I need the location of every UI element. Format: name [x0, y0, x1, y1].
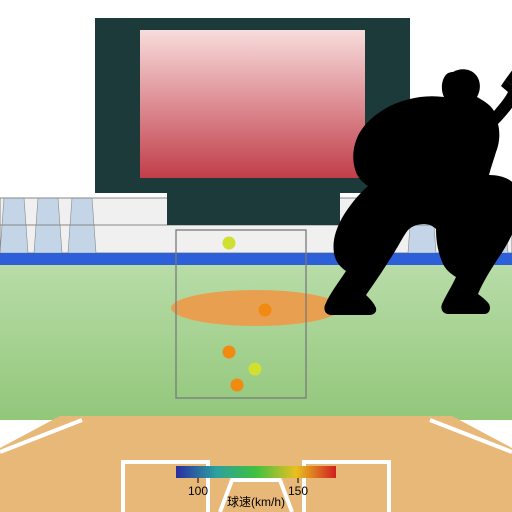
pitch-marker: [249, 363, 262, 376]
pitchers-mound: [171, 290, 341, 326]
legend-label: 球速(km/h): [227, 495, 285, 509]
scoreboard-pedestal: [167, 193, 340, 225]
pitch-location-chart: 100 150 球速(km/h): [0, 0, 512, 512]
outfield-grass: [0, 265, 512, 420]
legend-colorbar: [176, 466, 336, 478]
pitch-marker: [223, 346, 236, 359]
pitch-marker: [259, 304, 272, 317]
legend-tick-label: 100: [188, 484, 208, 498]
scoreboard-screen: [140, 30, 365, 178]
outfield-wall: [0, 253, 512, 265]
legend-tick-label: 150: [288, 484, 308, 498]
pitch-marker: [231, 379, 244, 392]
pitch-marker: [223, 237, 236, 250]
